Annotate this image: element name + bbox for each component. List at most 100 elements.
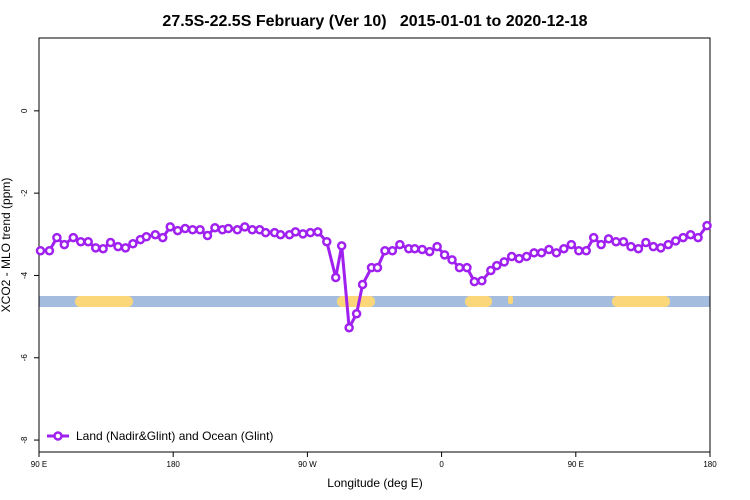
point: [521, 251, 532, 262]
point: [486, 265, 496, 276]
point: [380, 246, 390, 256]
point: [336, 241, 347, 251]
point: [128, 239, 138, 249]
y-tick-label: -6: [20, 354, 29, 362]
point: [566, 239, 577, 250]
point: [603, 234, 614, 244]
point: [536, 248, 547, 258]
point: [499, 257, 509, 267]
point: [424, 246, 435, 257]
point: [447, 255, 457, 265]
point: [210, 222, 220, 233]
point: [260, 227, 271, 238]
point: [410, 243, 420, 254]
y-axis-label: XCO2 - MLO trend (ppm): [0, 178, 13, 313]
point: [44, 246, 55, 256]
point: [240, 222, 250, 232]
point: [529, 248, 539, 258]
point: [232, 225, 243, 235]
point: [165, 222, 175, 232]
point: [344, 322, 354, 333]
point: [693, 232, 703, 243]
point: [330, 272, 341, 283]
point: [98, 243, 108, 254]
point: [626, 241, 636, 252]
point: [195, 225, 205, 235]
y-tick-label: -8: [20, 436, 29, 444]
point: [432, 241, 442, 252]
point: [648, 241, 659, 252]
point: [187, 225, 198, 235]
point: [150, 229, 161, 240]
chart-title: 27.5S-22.5S February (Ver 10) 2015-01-01…: [162, 13, 587, 30]
point: [158, 232, 168, 243]
point: [120, 243, 131, 253]
x-tick-label: 90 E: [568, 460, 584, 469]
point: [357, 279, 368, 290]
point: [59, 239, 70, 250]
point: [68, 232, 79, 243]
point: [581, 246, 591, 256]
x-tick-label: 90 W: [298, 460, 317, 469]
x-tick-label: 180: [703, 460, 717, 469]
point: [702, 220, 712, 231]
point: [462, 262, 472, 273]
x-tick-label: 180: [167, 460, 181, 469]
point: [544, 244, 554, 255]
x-axis-label: Longitude (deg E): [327, 476, 422, 490]
point: [477, 276, 487, 286]
point: [322, 236, 332, 247]
point: [372, 262, 383, 273]
point: [506, 251, 517, 262]
point: [275, 229, 286, 240]
point: [52, 232, 62, 243]
point: [290, 227, 301, 237]
point: [492, 260, 502, 271]
point: [439, 250, 450, 260]
point: [180, 223, 190, 234]
point: [454, 262, 465, 273]
point: [141, 232, 152, 242]
point: [678, 232, 688, 243]
point: [76, 236, 86, 247]
point: [83, 236, 93, 247]
legend-label: Land (Nadir&Glint) and Ocean (Glint): [76, 429, 273, 443]
land-band: [508, 296, 513, 304]
point: [514, 253, 524, 264]
point: [551, 248, 562, 258]
point: [469, 276, 480, 287]
y-tick-label: -4: [20, 271, 29, 279]
point: [618, 236, 629, 247]
x-tick-label: 90 E: [31, 460, 47, 469]
point: [351, 308, 362, 319]
point: [387, 246, 398, 256]
point: [417, 244, 427, 255]
point: [172, 225, 183, 236]
legend-marker: [53, 431, 63, 441]
point: [641, 237, 651, 248]
point: [574, 246, 584, 256]
y-tick-label: 0: [20, 108, 29, 113]
land-band: [337, 296, 375, 307]
land-band: [612, 296, 670, 307]
point: [395, 239, 405, 250]
x-tick-label: 0: [439, 460, 444, 469]
point: [663, 239, 673, 250]
point: [611, 236, 621, 247]
plot-frame: [38, 37, 711, 453]
point: [313, 227, 323, 237]
point: [202, 230, 213, 241]
point: [596, 239, 606, 250]
point: [113, 241, 123, 252]
point: [298, 229, 308, 239]
point: [247, 225, 257, 235]
point: [559, 243, 569, 254]
point: [223, 223, 234, 234]
land-band: [75, 296, 133, 307]
point: [35, 246, 46, 256]
point: [90, 243, 101, 253]
point: [588, 232, 599, 243]
point: [685, 229, 696, 240]
